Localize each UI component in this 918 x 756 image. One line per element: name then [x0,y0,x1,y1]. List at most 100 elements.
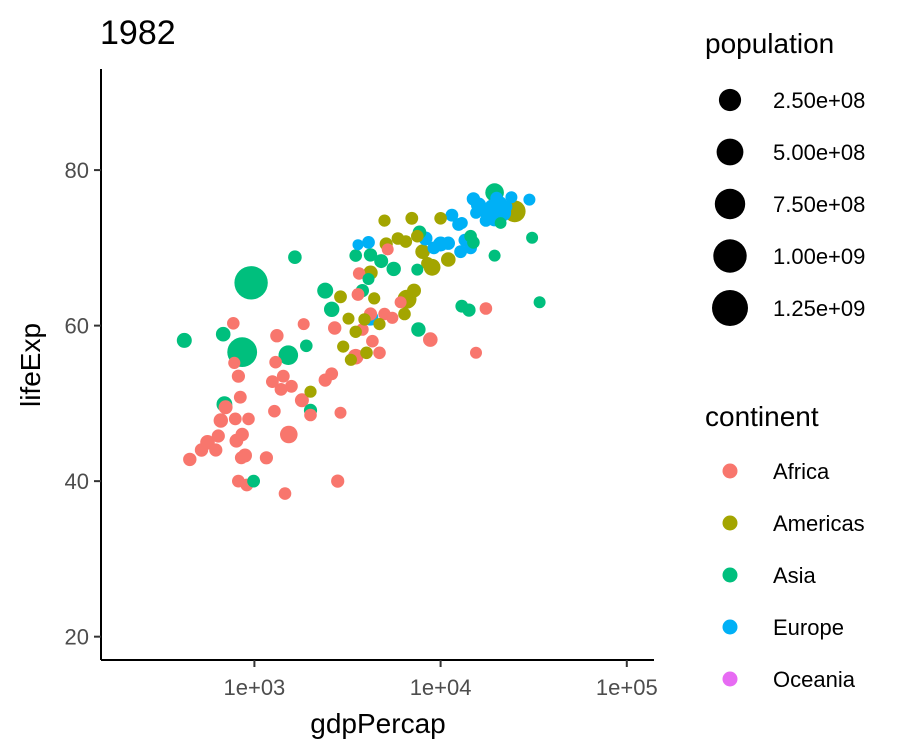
data-point-europe-23 [500,200,513,213]
data-point-asia-27 [494,217,507,229]
data-point-asia-29 [533,296,546,309]
color-legend-label-americas: Americas [773,511,865,536]
color-legend-label-europe: Europe [773,615,844,640]
data-point-americas-7 [360,346,373,360]
data-point-africa-22 [269,355,282,369]
data-point-africa-38 [351,288,365,301]
data-point-africa-50 [479,302,493,315]
data-point-asia-24 [467,236,480,249]
data-point-africa-47 [394,296,407,309]
size-legend: 2.50e+08 5.00e+08 7.50e+08 1.00e+09 1.25e+09 [712,88,865,326]
data-point-europe-26 [523,193,536,206]
size-legend-key [718,88,742,112]
data-point-asia-12 [349,249,363,262]
data-point-europe-4 [427,241,441,255]
data-point-africa-3 [209,443,223,457]
y-tick-label: 60 [65,314,89,339]
data-point-africa-6 [218,400,233,415]
data-point-africa-36 [334,406,347,419]
size-legend-label: 5.00e+08 [773,140,865,165]
data-point-asia-17 [386,261,401,277]
data-point-americas-18 [407,283,421,298]
data-point-africa-28 [285,379,298,393]
y-tick-label: 80 [65,158,89,183]
data-point-europe-25 [505,191,518,204]
data-point-americas-1 [334,290,347,304]
data-point-asia-11 [324,301,340,317]
data-point-europe-17 [479,214,493,227]
size-legend-key [712,290,748,326]
data-point-americas-21 [421,257,434,270]
data-point-africa-24 [274,383,288,396]
data-point-americas-15 [399,235,413,248]
x-ticks: 1e+03 1e+04 1e+05 [224,660,658,700]
data-point-americas-11 [378,214,391,227]
data-point-asia-28 [526,231,539,244]
color-legend: Africa Americas Asia Europe Oceania [722,459,865,692]
data-point-asia-8 [300,339,313,353]
data-point-africa-30 [297,318,310,331]
x-axis-title: gdpPercap [310,708,445,739]
size-legend-key [716,138,744,166]
data-point-asia-1 [215,326,231,342]
color-legend-key-africa [722,463,738,479]
data-point-africa-39 [352,267,366,280]
data-point-asia-6 [278,345,299,366]
data-point-africa-14 [234,451,248,465]
x-tick-label: 1e+03 [224,675,286,700]
size-legend-label: 1.25e+09 [773,296,865,321]
data-point-africa-26 [278,487,292,500]
x-tick-label: 1e+04 [410,675,472,700]
data-point-europe-7 [445,208,459,222]
color-legend-key-oceania [722,671,738,687]
data-point-africa-19 [259,451,273,465]
data-point-europe-1 [362,236,375,249]
data-point-asia-16 [374,254,389,269]
data-point-africa-49 [470,346,482,359]
size-legend-label: 1.00e+09 [773,244,865,269]
data-point-asia-10 [317,282,334,299]
size-legend-key [714,188,746,220]
points-layer [176,183,546,500]
size-legend-label: 7.50e+08 [773,192,865,217]
data-point-africa-18 [242,412,255,426]
data-point-africa-34 [328,321,342,335]
data-point-africa-25 [276,369,290,383]
data-point-americas-2 [337,340,350,353]
data-point-americas-14 [398,307,411,321]
data-point-americas-19 [411,229,424,243]
data-point-americas-3 [342,312,355,325]
data-point-africa-31 [304,408,317,422]
color-legend-label-asia: Asia [773,563,817,588]
data-point-americas-24 [441,252,456,267]
color-legend-key-americas [722,515,738,531]
y-tick-label: 20 [65,625,89,650]
data-point-africa-7 [227,317,240,330]
color-legend-key-europe [722,619,738,635]
data-point-africa-5 [213,413,228,428]
data-point-africa-33 [325,367,339,381]
data-point-europe-13 [470,207,482,219]
data-point-africa-35 [331,474,345,488]
data-point-asia-25 [488,249,501,262]
data-point-asia-7 [288,250,302,264]
data-point-asia-21 [455,299,469,313]
data-point-africa-13 [233,390,247,404]
data-point-europe-6 [441,236,455,250]
data-point-asia-0 [176,332,192,348]
data-point-asia-18 [411,263,424,276]
data-point-americas-5 [349,325,362,338]
size-legend-title: population [705,28,834,59]
data-point-africa-4 [211,429,225,443]
data-point-europe-14 [466,192,481,206]
data-point-africa-21 [268,404,281,418]
color-legend-key-asia [722,567,738,583]
data-point-americas-20 [415,244,430,259]
data-point-africa-23 [270,329,284,343]
data-point-asia-4 [234,266,268,300]
data-point-africa-20 [266,375,279,388]
y-ticks: 20 40 60 80 [65,158,101,650]
color-legend-title: continent [705,401,819,432]
data-point-africa-0 [183,452,197,467]
